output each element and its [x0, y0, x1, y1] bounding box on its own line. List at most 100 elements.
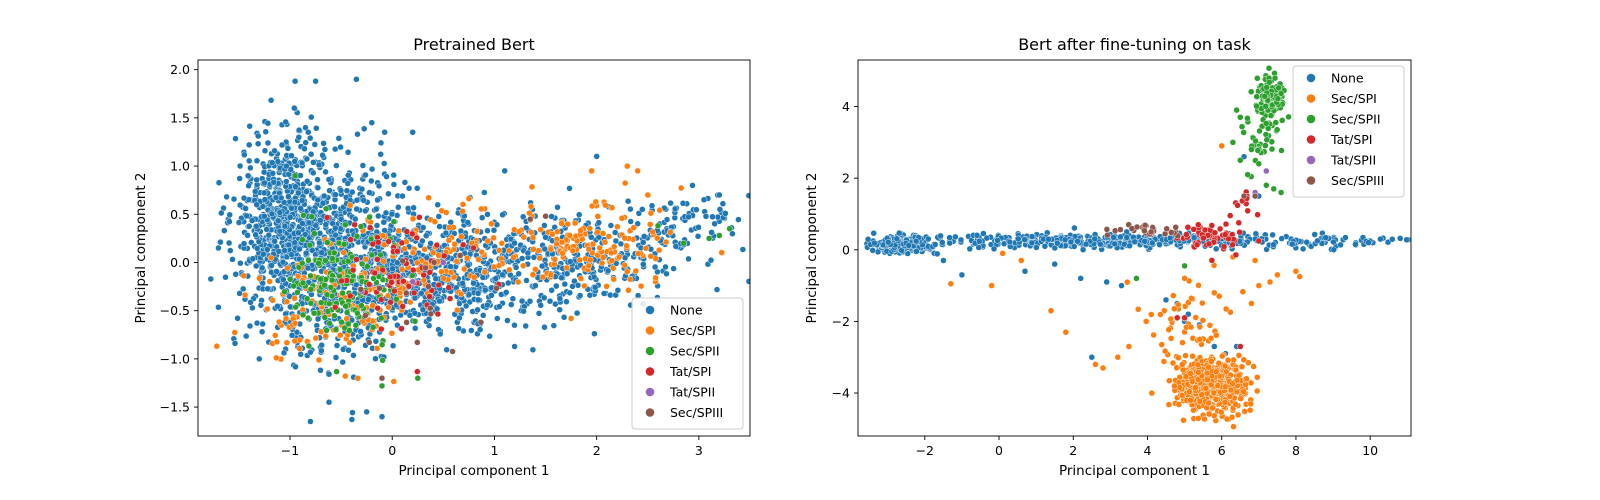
- data-point: [389, 265, 396, 272]
- data-point: [307, 286, 315, 293]
- data-point: [694, 233, 702, 240]
- y-axis-label: Principal component 2: [804, 172, 820, 323]
- data-point: [438, 268, 445, 275]
- data-point: [722, 210, 729, 217]
- data-point: [325, 398, 333, 406]
- legend-marker: [1306, 73, 1316, 83]
- data-point: [591, 330, 598, 337]
- data-point: [702, 213, 710, 220]
- data-point: [1176, 384, 1183, 391]
- data-point: [1179, 361, 1186, 368]
- data-point: [1163, 225, 1170, 233]
- data-point: [474, 290, 482, 297]
- data-point: [236, 201, 244, 209]
- data-point: [373, 345, 381, 352]
- data-point: [457, 290, 465, 298]
- data-point: [1062, 328, 1070, 336]
- data-point: [623, 242, 630, 250]
- data-point: [493, 285, 500, 292]
- data-point: [375, 212, 382, 220]
- data-point: [249, 304, 256, 312]
- data-point: [1389, 236, 1396, 243]
- legend-label: Tat/SPII: [669, 385, 715, 400]
- data-point: [1243, 375, 1250, 382]
- data-point: [457, 227, 465, 235]
- data-point: [350, 352, 357, 359]
- data-point: [558, 274, 565, 282]
- legend-marker: [1306, 93, 1316, 104]
- data-point: [1303, 238, 1310, 246]
- data-point: [385, 190, 392, 198]
- data-point: [222, 273, 229, 281]
- data-point: [1047, 307, 1055, 314]
- data-point: [529, 271, 537, 278]
- data-point: [1165, 326, 1172, 333]
- data-point: [306, 134, 314, 142]
- data-point: [287, 303, 294, 311]
- y-tick-label: 0.0: [170, 255, 190, 270]
- data-point: [564, 220, 572, 228]
- data-point: [307, 418, 314, 425]
- data-point: [254, 132, 262, 140]
- y-tick-label: 2.0: [170, 62, 190, 77]
- data-point: [473, 228, 481, 235]
- data-point: [365, 296, 372, 303]
- data-point: [378, 325, 385, 333]
- data-point: [520, 233, 528, 241]
- data-point: [390, 171, 397, 179]
- data-point: [390, 378, 398, 385]
- data-point: [380, 258, 387, 265]
- data-point: [569, 283, 576, 290]
- data-point: [523, 277, 530, 284]
- data-point: [398, 239, 406, 247]
- data-point: [937, 232, 944, 240]
- data-point: [288, 205, 295, 212]
- data-point: [1244, 171, 1251, 178]
- data-point: [1195, 369, 1202, 376]
- x-axis-label: Principal component 1: [1059, 463, 1210, 479]
- data-point: [333, 162, 340, 169]
- data-point: [556, 306, 563, 313]
- data-point: [307, 272, 314, 280]
- data-point: [624, 197, 632, 205]
- data-point: [326, 187, 333, 194]
- data-point: [274, 303, 281, 310]
- legend-label: Sec/SPII: [1331, 112, 1381, 127]
- data-point: [1198, 391, 1205, 398]
- data-point: [1262, 103, 1269, 110]
- data-point: [1261, 93, 1268, 100]
- data-point: [445, 237, 453, 244]
- data-point: [253, 157, 261, 165]
- data-point: [716, 191, 723, 199]
- data-point: [705, 235, 713, 242]
- data-point: [609, 264, 617, 272]
- data-point: [357, 328, 364, 335]
- data-point: [269, 297, 276, 304]
- legend-marker: [1306, 114, 1316, 124]
- data-point: [291, 337, 299, 345]
- legend-marker: [645, 305, 655, 315]
- data-point: [1160, 358, 1168, 365]
- data-point: [626, 275, 634, 283]
- data-point: [1097, 240, 1104, 248]
- data-point: [478, 248, 486, 256]
- data-point: [481, 268, 488, 276]
- data-point: [598, 259, 606, 267]
- data-point: [253, 201, 260, 208]
- data-point: [363, 408, 370, 416]
- data-point: [1171, 382, 1178, 390]
- data-point: [1337, 241, 1344, 249]
- data-point: [256, 355, 263, 363]
- x-tick-label: −2: [916, 443, 934, 458]
- data-point: [353, 76, 360, 83]
- data-point: [283, 339, 291, 346]
- data-point: [634, 250, 642, 257]
- legend-marker: [645, 387, 655, 397]
- data-point: [328, 276, 336, 284]
- data-point: [1181, 314, 1188, 322]
- data-point: [257, 302, 265, 309]
- data-point: [246, 322, 254, 330]
- data-point: [285, 241, 293, 249]
- data-point: [399, 192, 406, 200]
- data-point: [1227, 386, 1235, 394]
